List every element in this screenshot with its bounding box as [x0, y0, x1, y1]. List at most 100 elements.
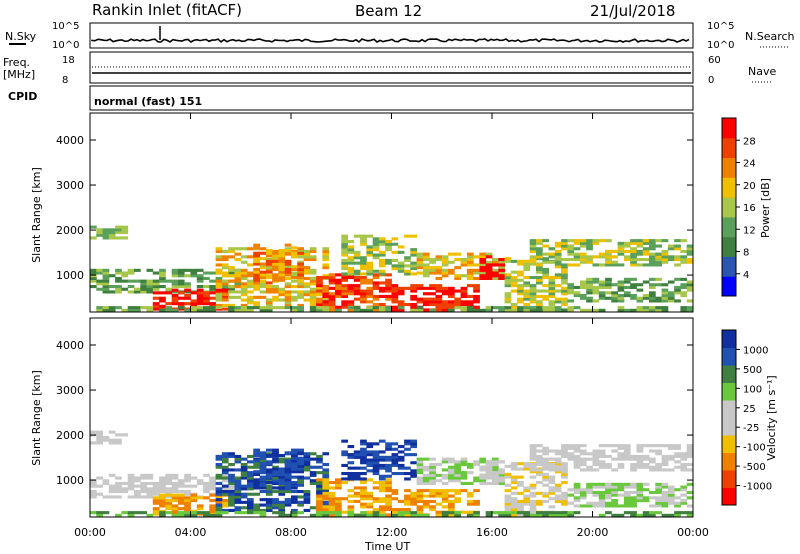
- heatmap-cell: [316, 276, 323, 280]
- heatmap-cell: [221, 476, 229, 480]
- heatmap-cell: [291, 490, 298, 494]
- heatmap-cell: [247, 503, 254, 507]
- heatmap-cell: [617, 306, 625, 310]
- heatmap-cell: [265, 258, 273, 262]
- heatmap-cell: [328, 286, 336, 290]
- heatmap-cell: [554, 244, 562, 248]
- heatmap-cell: [429, 489, 436, 493]
- heatmap-cell: [422, 308, 430, 312]
- heatmap-cell: [504, 297, 512, 301]
- heatmap-cell: [228, 285, 235, 289]
- heatmap-cell: [598, 239, 606, 243]
- heatmap-cell: [435, 473, 443, 477]
- heatmap-cell: [360, 294, 367, 298]
- heatmap-cell: [322, 286, 330, 290]
- heatmap-cell: [466, 481, 474, 485]
- heatmap-cell: [215, 513, 223, 517]
- heatmap-cell: [517, 475, 524, 479]
- heatmap-cell: [517, 467, 524, 471]
- heatmap-cell: [171, 513, 179, 517]
- heatmap-cell: [642, 444, 650, 448]
- heatmap-cell: [404, 439, 411, 443]
- heatmap-cell: [259, 460, 267, 464]
- heatmap-cell: [341, 264, 348, 268]
- heatmap-cell: [366, 286, 374, 290]
- heatmap-cell: [441, 255, 449, 259]
- heatmap-cell: [674, 285, 681, 289]
- heatmap-cell: [611, 513, 618, 517]
- heatmap-cell: [278, 484, 286, 488]
- heatmap-cell: [259, 456, 267, 460]
- heatmap-cell: [165, 499, 173, 503]
- heatmap-cell: [278, 249, 286, 253]
- heatmap-cell: [165, 302, 173, 306]
- heatmap-cell: [152, 484, 160, 488]
- heatmap-cell: [278, 503, 286, 507]
- heatmap-cell: [504, 513, 512, 517]
- heatmap-cell: [548, 489, 556, 493]
- heatmap-cell: [466, 258, 474, 262]
- heatmap-cell: [397, 306, 405, 310]
- heatmap-cell: [579, 296, 587, 300]
- heatmap-cell: [152, 287, 160, 291]
- heatmap-cell: [335, 286, 342, 290]
- heatmap-cell: [667, 258, 675, 262]
- heatmap-cell: [215, 258, 223, 262]
- heatmap-cell: [203, 271, 210, 275]
- freq-panel: [89, 51, 694, 84]
- heatmap-cell: [309, 249, 317, 253]
- heatmap-cell: [422, 481, 430, 485]
- heatmap-cell: [278, 472, 286, 476]
- heatmap-cell: [127, 479, 135, 483]
- heatmap-cell: [542, 308, 549, 312]
- heatmap-cell: [234, 498, 242, 502]
- colorbar-tick-label: -1000: [743, 482, 772, 493]
- heatmap-cell: [322, 478, 330, 482]
- heatmap-cell: [630, 496, 637, 500]
- heatmap-cell: [667, 446, 675, 450]
- heatmap-cell: [284, 259, 292, 263]
- heatmap-cell: [435, 258, 443, 262]
- heatmap-cell: [529, 258, 537, 262]
- heatmap-cell: [649, 294, 656, 298]
- heatmap-cell: [617, 247, 625, 251]
- heatmap-cell: [674, 452, 681, 456]
- heatmap-cell: [655, 252, 662, 256]
- heatmap-cell: [448, 499, 455, 503]
- heatmap-cell: [190, 511, 198, 515]
- heatmap-cell: [184, 499, 191, 503]
- heatmap-cell: [630, 294, 637, 298]
- heatmap-cell: [498, 473, 505, 477]
- heatmap-cell: [536, 265, 543, 269]
- heatmap-cell: [177, 271, 185, 275]
- heatmap-cell: [366, 469, 374, 473]
- heatmap-cell: [385, 289, 392, 293]
- heatmap-cell: [686, 283, 694, 287]
- heatmap-cell: [253, 481, 260, 485]
- heatmap-cell: [649, 465, 656, 469]
- heatmap-cell: [140, 473, 147, 477]
- heatmap-cell: [171, 481, 179, 485]
- heatmap-cell: [234, 511, 242, 515]
- heatmap-cell: [378, 289, 386, 293]
- heatmap-cell: [404, 234, 411, 238]
- heatmap-cell: [203, 496, 210, 500]
- heatmap-cell: [196, 299, 204, 303]
- heatmap-cell: [536, 303, 543, 307]
- heatmap-cell: [234, 492, 242, 496]
- heatmap-cell: [466, 465, 474, 469]
- heatmap-cell: [404, 447, 411, 451]
- heatmap-cell: [328, 486, 336, 490]
- heatmap-cell: [649, 468, 656, 472]
- heatmap-cell: [215, 303, 223, 307]
- heatmap-cell: [485, 460, 493, 464]
- heatmap-cell: [171, 476, 179, 480]
- heatmap-cell: [102, 268, 110, 272]
- heatmap-cell: [177, 274, 185, 278]
- heatmap-cell: [661, 252, 669, 256]
- heatmap-cell: [579, 490, 587, 494]
- heatmap-cell: [554, 297, 562, 301]
- heatmap-cell: [674, 291, 681, 295]
- heatmap-cell: [353, 261, 361, 265]
- colorbar-tick-label: -500: [743, 462, 766, 473]
